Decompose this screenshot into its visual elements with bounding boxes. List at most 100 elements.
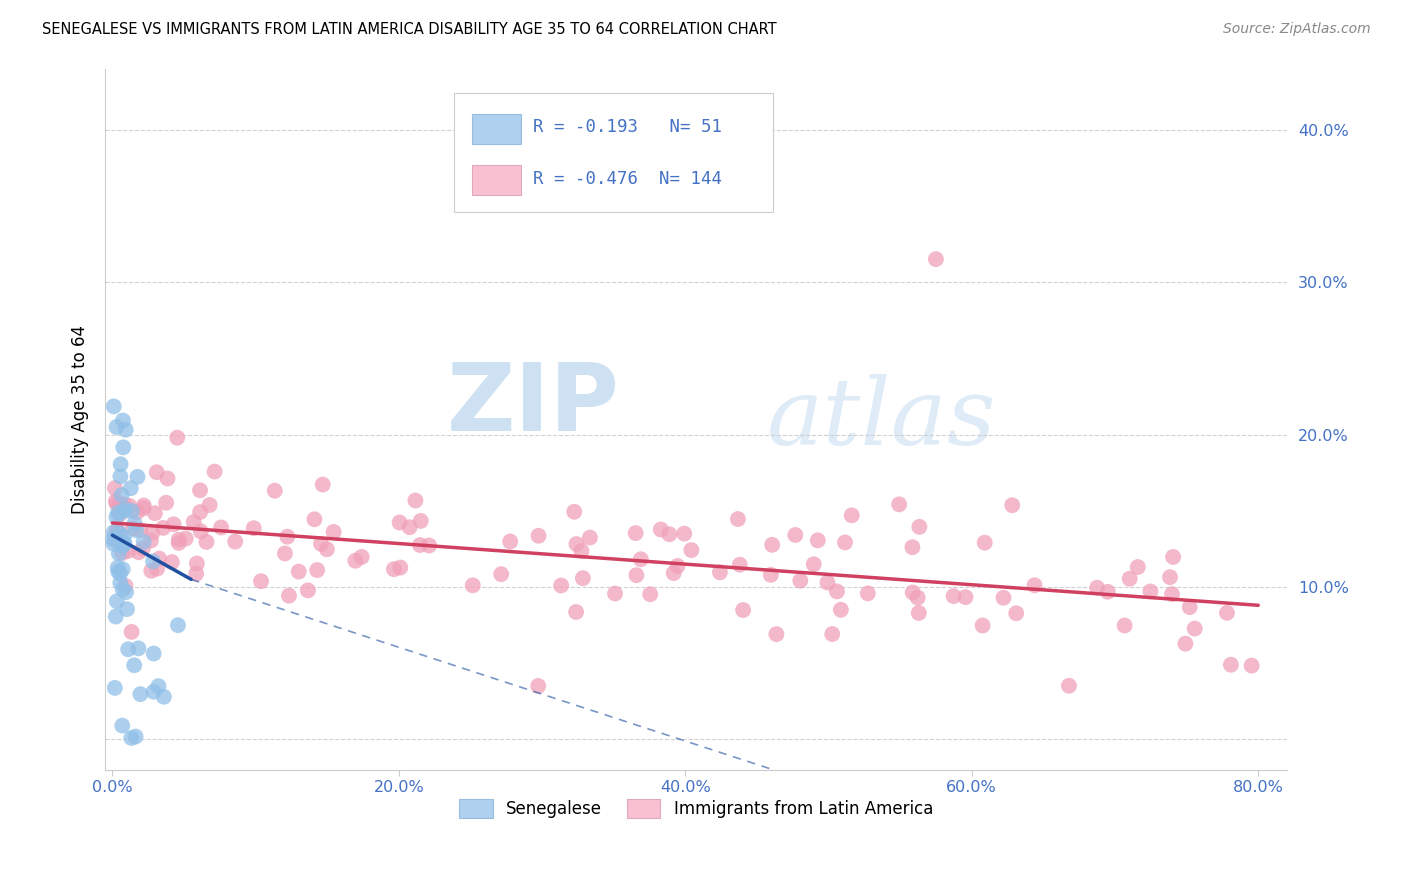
Point	[650, 523, 672, 537]
Point	[132, 541, 155, 556]
Point	[1097, 584, 1119, 599]
Point	[107, 560, 129, 574]
FancyBboxPatch shape	[454, 93, 773, 212]
Point	[120, 731, 142, 745]
Point	[1161, 549, 1184, 564]
Point	[148, 551, 170, 566]
Point	[242, 521, 264, 535]
Point	[105, 594, 128, 608]
Point	[145, 465, 167, 479]
Point	[287, 565, 309, 579]
Point	[103, 537, 125, 551]
Point	[111, 718, 134, 732]
Point	[111, 534, 134, 549]
Point	[1114, 618, 1136, 632]
Point	[1216, 606, 1239, 620]
Point	[166, 431, 188, 445]
Point	[142, 684, 165, 698]
Point	[121, 504, 143, 518]
Point	[141, 564, 163, 578]
Point	[142, 647, 165, 661]
Point	[263, 483, 285, 498]
Point	[105, 497, 128, 511]
Point	[765, 627, 787, 641]
Point	[107, 506, 129, 520]
Point	[803, 558, 825, 572]
Point	[834, 535, 856, 549]
Point	[114, 423, 136, 437]
Point	[209, 520, 232, 534]
Point	[1118, 572, 1140, 586]
Point	[278, 589, 301, 603]
Point	[114, 579, 136, 593]
Point	[183, 515, 205, 529]
Point	[188, 483, 211, 498]
Text: R = -0.193   N= 51: R = -0.193 N= 51	[533, 119, 721, 136]
Point	[907, 591, 929, 605]
Point	[167, 618, 190, 632]
Point	[565, 605, 588, 619]
Point	[111, 582, 134, 597]
Point	[141, 525, 163, 540]
Point	[105, 523, 128, 537]
FancyBboxPatch shape	[471, 165, 522, 194]
Point	[127, 641, 149, 656]
Point	[111, 413, 134, 427]
Point	[603, 586, 626, 600]
Y-axis label: Disability Age 35 to 64: Disability Age 35 to 64	[72, 325, 89, 514]
Point	[186, 566, 208, 581]
Point	[120, 481, 142, 495]
Point	[104, 533, 127, 547]
FancyBboxPatch shape	[471, 114, 522, 144]
Point	[1126, 560, 1149, 574]
Point	[104, 481, 127, 495]
Legend: Senegalese, Immigrants from Latin America: Senegalese, Immigrants from Latin Americ…	[453, 792, 939, 825]
Point	[418, 539, 440, 553]
Text: atlas: atlas	[766, 375, 997, 464]
Point	[630, 552, 652, 566]
Point	[344, 554, 367, 568]
Point	[993, 591, 1015, 605]
Point	[143, 506, 166, 520]
Point	[907, 606, 929, 620]
Point	[825, 584, 848, 599]
Point	[527, 529, 550, 543]
Point	[889, 497, 911, 511]
Point	[125, 505, 148, 519]
Point	[901, 540, 924, 554]
Point	[404, 493, 426, 508]
Point	[128, 545, 150, 559]
Point	[1219, 657, 1241, 672]
Point	[146, 561, 169, 575]
Point	[112, 536, 135, 550]
Point	[160, 555, 183, 569]
Point	[124, 516, 146, 531]
Point	[250, 574, 273, 589]
Point	[186, 557, 208, 571]
Point	[1005, 606, 1028, 620]
Point	[1178, 600, 1201, 615]
Point	[105, 420, 128, 434]
Point	[110, 469, 132, 483]
Point	[107, 524, 129, 539]
Point	[709, 566, 731, 580]
Point	[198, 498, 221, 512]
Point	[626, 568, 648, 582]
Point	[973, 535, 995, 549]
Point	[118, 499, 141, 513]
Point	[108, 497, 131, 511]
Point	[662, 566, 685, 581]
Point	[955, 590, 977, 604]
Point	[666, 558, 689, 573]
Point	[571, 544, 593, 558]
Point	[174, 532, 197, 546]
Point	[129, 523, 152, 537]
Point	[112, 504, 135, 518]
Point	[195, 535, 218, 549]
Point	[489, 567, 512, 582]
Point	[322, 524, 344, 539]
Point	[307, 563, 329, 577]
Point	[111, 539, 134, 553]
Point	[733, 603, 755, 617]
Point	[461, 578, 484, 592]
